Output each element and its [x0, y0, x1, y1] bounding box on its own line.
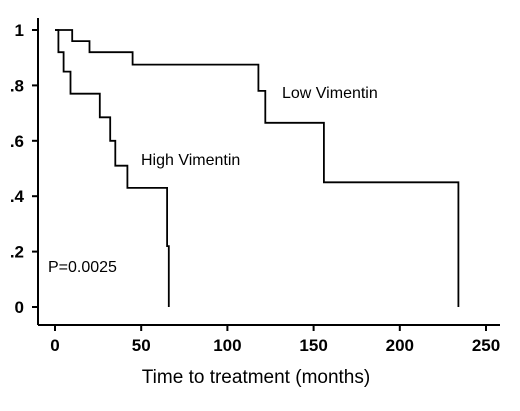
x-ticks: 0 50 100 150 200 250: [50, 325, 500, 355]
x-tick-label: 150: [299, 336, 327, 355]
series-label-high-vimentin: High Vimentin: [141, 152, 240, 169]
series-line-low-vimentin: [55, 29, 460, 307]
y-tick-label: .6: [10, 132, 24, 151]
series-group: [55, 29, 460, 307]
p-value-annotation: P=0.0025: [48, 259, 117, 276]
x-tick-label: 100: [213, 336, 241, 355]
series-label-low-vimentin: Low Vimentin: [282, 85, 378, 102]
x-tick-label: 200: [386, 336, 414, 355]
x-tick-label: 250: [472, 336, 500, 355]
y-tick-label: 0: [15, 298, 24, 317]
y-tick-label: .2: [10, 243, 24, 262]
series-line-high-vimentin: [55, 29, 170, 307]
axes: [37, 18, 500, 326]
y-ticks: 0 .2 .4 .6 .8 1: [10, 21, 38, 317]
x-tick-label: 0: [50, 336, 59, 355]
y-tick-label: .8: [10, 76, 24, 95]
y-tick-label: 1: [15, 21, 24, 40]
y-tick-label: .4: [10, 187, 25, 206]
x-tick-label: 50: [132, 336, 151, 355]
x-axis-title: Time to treatment (months): [142, 367, 370, 388]
